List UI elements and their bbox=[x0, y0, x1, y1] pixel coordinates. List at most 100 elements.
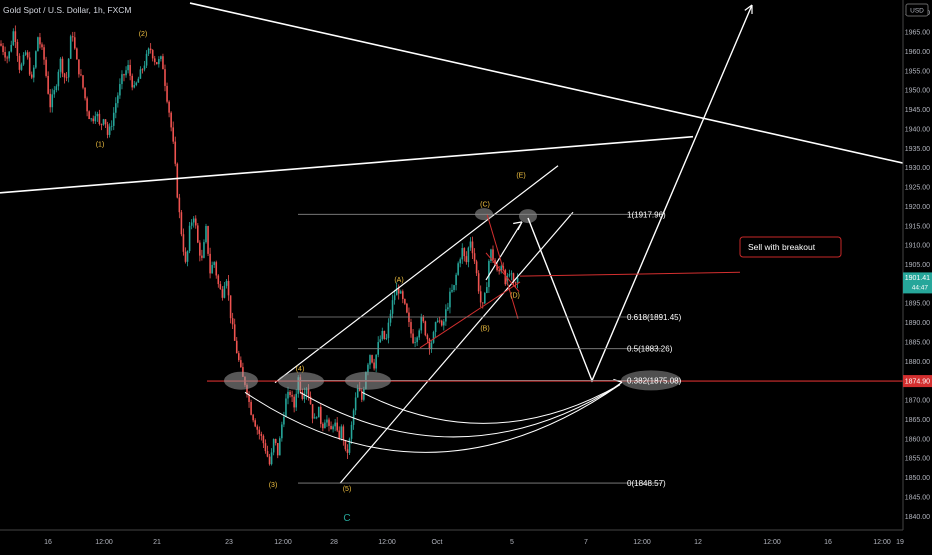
callout-pointer bbox=[519, 271, 741, 277]
candle-body bbox=[285, 398, 287, 417]
candle-body bbox=[80, 74, 82, 76]
candle-body bbox=[190, 222, 193, 226]
callout-box bbox=[739, 236, 842, 258]
candle-body bbox=[43, 47, 45, 60]
candle-body bbox=[188, 225, 191, 252]
current-price-label: 1901.41 bbox=[905, 275, 930, 282]
price-axis[interactable]: 1840.00 1845.00 1850.00 1855.00 1860.00 1865.… bbox=[902, 0, 932, 550]
candle-body bbox=[397, 288, 400, 294]
candle-body bbox=[192, 218, 195, 223]
candle-body bbox=[168, 101, 170, 113]
price-tick-label: 1905.00 bbox=[905, 262, 930, 269]
candle-body bbox=[30, 74, 33, 78]
candle-body bbox=[215, 262, 218, 276]
candle-body bbox=[227, 280, 230, 296]
candle-body bbox=[424, 321, 427, 336]
candle-body bbox=[414, 342, 416, 343]
candle-body bbox=[447, 307, 449, 310]
candle-body bbox=[176, 163, 179, 198]
candle-body bbox=[45, 59, 47, 76]
candle-body bbox=[119, 84, 121, 96]
time-tick-label: 12:00 bbox=[95, 539, 113, 546]
candle-body bbox=[254, 420, 256, 427]
price-tick-label: 1930.00 bbox=[905, 165, 930, 172]
candle-body bbox=[143, 65, 146, 70]
candle-body bbox=[98, 113, 101, 125]
time-tick-label: 5 bbox=[510, 539, 514, 546]
candle-body bbox=[8, 51, 10, 59]
candle-body bbox=[484, 293, 486, 304]
candle-body bbox=[279, 438, 281, 456]
marked-level-label: 1874.90 bbox=[905, 379, 930, 386]
candle-body bbox=[350, 424, 353, 439]
fib-level-label: 0(1848.57) bbox=[627, 479, 666, 488]
candle-body bbox=[156, 62, 158, 65]
candle-body bbox=[291, 395, 293, 397]
candle-body bbox=[235, 340, 238, 354]
candle-body bbox=[88, 111, 90, 120]
candle-body bbox=[283, 416, 285, 425]
candle-body bbox=[86, 98, 88, 112]
candle-body bbox=[402, 291, 404, 300]
candle-body bbox=[264, 443, 267, 452]
candle-body bbox=[307, 388, 310, 397]
candle-body bbox=[127, 65, 129, 71]
wave-label: (B) bbox=[480, 325, 489, 332]
candle-body bbox=[430, 342, 433, 349]
candle-body bbox=[4, 52, 6, 58]
candle-body bbox=[498, 270, 500, 272]
candle-body bbox=[389, 313, 392, 323]
candle-body bbox=[250, 401, 252, 415]
candle-body bbox=[104, 119, 107, 125]
candle-body bbox=[326, 419, 328, 423]
wave-label: (A) bbox=[394, 277, 403, 284]
candle-body bbox=[225, 280, 228, 286]
price-tick-label: 1945.00 bbox=[905, 107, 930, 114]
wave-label: (5) bbox=[343, 486, 352, 493]
candle-body bbox=[500, 266, 502, 272]
rising-trendline bbox=[0, 135, 694, 194]
price-tick-label: 1850.00 bbox=[905, 475, 930, 482]
candle-body bbox=[233, 324, 236, 341]
candle-body bbox=[207, 226, 209, 254]
candle-body bbox=[221, 289, 224, 298]
candle-body bbox=[217, 275, 220, 285]
candle-body bbox=[510, 273, 513, 275]
candle-body bbox=[367, 364, 369, 373]
candle-body bbox=[330, 425, 332, 430]
callout-text: Sell with breakout bbox=[748, 242, 816, 252]
candle-body bbox=[39, 37, 41, 45]
currency-badge-text: USD bbox=[910, 8, 924, 15]
candle-body bbox=[151, 50, 154, 59]
candle-body bbox=[406, 303, 408, 313]
candle-body bbox=[420, 317, 423, 331]
candle-body bbox=[315, 417, 318, 419]
fib-level-label: 1(1917.96) bbox=[627, 210, 666, 219]
candle-body bbox=[395, 288, 398, 296]
projection-arc bbox=[244, 384, 621, 453]
candle-body bbox=[428, 339, 431, 349]
candle-body bbox=[61, 58, 64, 74]
candle-body bbox=[166, 85, 168, 102]
channel-lower-line bbox=[339, 211, 574, 484]
fib-level-label: 0.618(1891.45) bbox=[627, 313, 682, 322]
candle-body bbox=[33, 67, 35, 78]
candle-body bbox=[76, 48, 78, 60]
support-ellipse bbox=[224, 371, 258, 390]
candle-body bbox=[295, 393, 297, 408]
candle-body bbox=[338, 430, 341, 439]
time-axis[interactable]: 16 12:00 21 23 12:00 28 12:00 Oct 5 7 12:00 12 12:00… bbox=[0, 529, 904, 550]
candle-body bbox=[289, 391, 291, 396]
triangle-line bbox=[486, 214, 519, 319]
candle-body bbox=[201, 255, 203, 258]
candle-body bbox=[180, 212, 183, 235]
candle-body bbox=[117, 95, 119, 104]
candle-body bbox=[71, 36, 74, 38]
candle-body bbox=[508, 274, 511, 276]
candle-body bbox=[223, 285, 226, 298]
candle-body bbox=[102, 119, 105, 125]
candle-body bbox=[274, 439, 277, 443]
candle-body bbox=[344, 439, 347, 450]
